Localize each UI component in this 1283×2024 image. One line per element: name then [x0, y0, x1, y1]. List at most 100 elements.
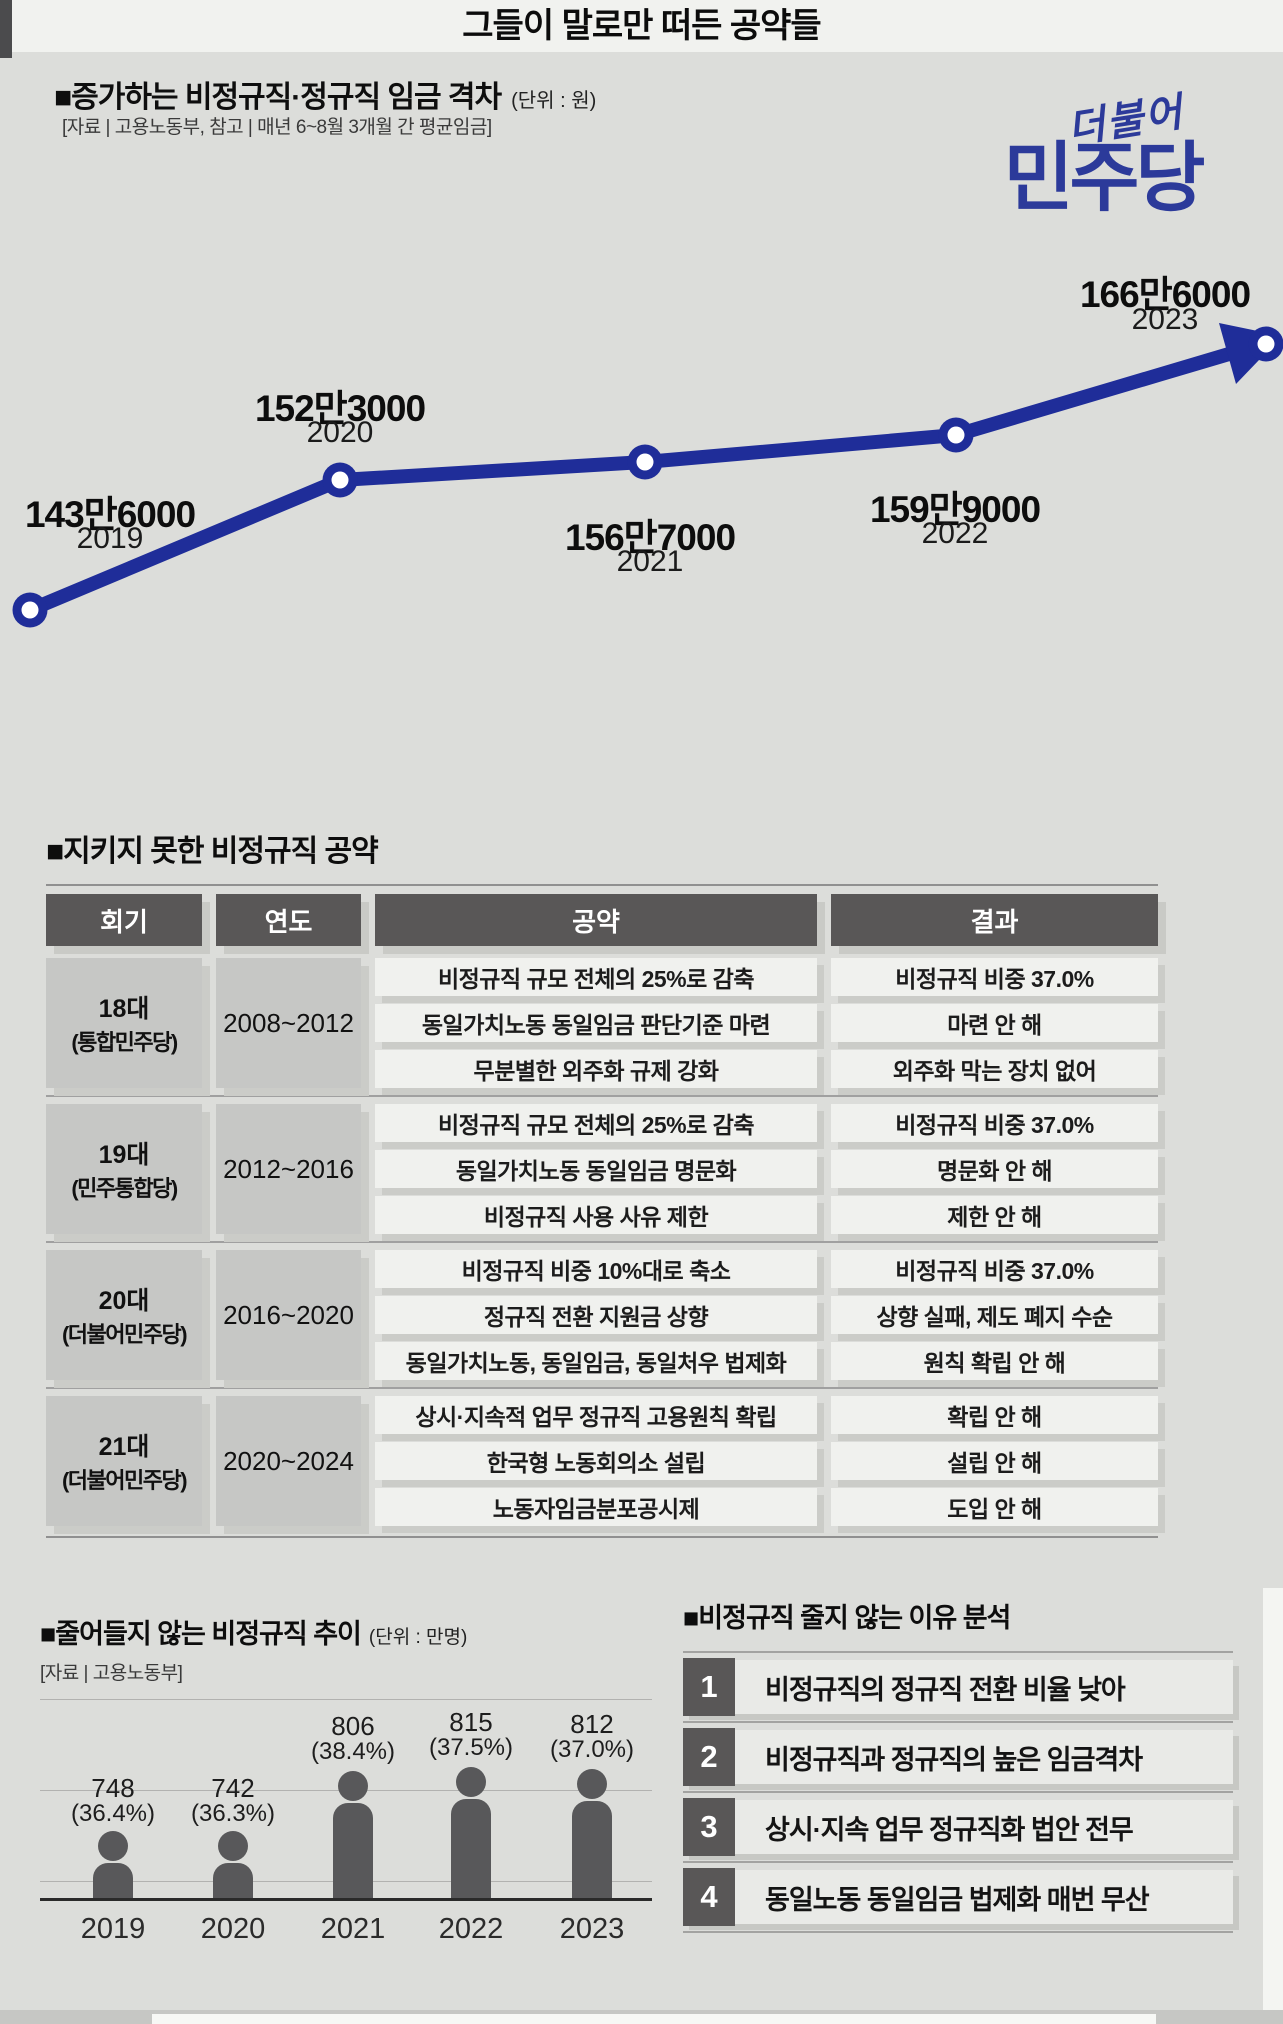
result-cell: 비정규직 비중 37.0%: [831, 1250, 1158, 1288]
reason-text: 동일노동 동일임금 법제화 매번 무산: [765, 1884, 1150, 1915]
result-cell: 제한 안 해: [831, 1196, 1158, 1234]
party-logo-main: 민주당: [1003, 136, 1206, 221]
person-body-icon: [572, 1801, 612, 1898]
reason-number-badge: 1: [683, 1658, 735, 1716]
party-label: (통합민주당): [71, 1030, 178, 1055]
reasons-list: 1 비정규직의 정규직 전환 비율 낮아 2 비정규직과 정규직의 높은 임금격차 3 상…: [683, 1651, 1233, 1931]
bar-percent-label: (37.0%): [549, 1736, 635, 1763]
years-cell: 2016~2020: [216, 1250, 361, 1380]
reason-number-badge: 4: [683, 1868, 735, 1926]
header-assembly: 회기: [46, 894, 202, 946]
result-cell: 원칙 확립 안 해: [831, 1342, 1158, 1380]
trend-chart-section: ■줄어들지 않는 비정규직 추이 (단위 : 만명) [자료 | 고용노동부] …: [40, 1612, 652, 1969]
bar-percent-label: (37.5%): [428, 1734, 514, 1761]
person-body-icon: [213, 1863, 253, 1898]
top-title-band: 그들이 말로만 떠든 공약들: [0, 0, 1283, 52]
page-title: 그들이 말로만 떠든 공약들: [462, 7, 821, 45]
assembly-cell: 21대 (더불어민주당): [46, 1396, 202, 1526]
table-group: 19대 (민주통합당) 2012~2016 비정규직 규모 전체의 25%로 감축 동일…: [46, 1104, 1158, 1234]
wage-chart-unit: (단위 : 원): [511, 90, 597, 112]
group-separator: [46, 1387, 1158, 1389]
promise-cell: 한국형 노동회의소 설립: [375, 1442, 817, 1480]
data-point-center: [331, 471, 349, 489]
point-value-label: 152만3000: [254, 388, 426, 429]
point-value-label: 156만7000: [564, 517, 736, 558]
promise-cell: 동일가치노동 동일임금 명문화: [375, 1150, 817, 1188]
person-head-icon: [98, 1831, 128, 1861]
point-year-label: 2020: [306, 416, 374, 449]
point-value-label: 143만6000: [24, 494, 196, 535]
party-label: (민주통합당): [71, 1176, 178, 1201]
result-cell: 명문화 안 해: [831, 1150, 1158, 1188]
reason-text: 비정규직의 정규직 전환 비율 낮아: [765, 1674, 1126, 1705]
reason-row: 3 상시·지속 업무 정규직화 법안 전무: [683, 1791, 1233, 1861]
assembly-label: 18대: [98, 995, 150, 1023]
bar-value-label: 748: [91, 1773, 135, 1803]
right-margin-strip: [1263, 1588, 1283, 2024]
promise-cell: 비정규직 사용 사유 제한: [375, 1196, 817, 1234]
result-cell: 비정규직 비중 37.0%: [831, 1104, 1158, 1142]
bar-value-label: 812: [570, 1709, 614, 1739]
data-point-center: [947, 426, 965, 444]
promise-cell: 동일가치노동, 동일임금, 동일처우 법제화: [375, 1342, 817, 1380]
person-head-icon: [338, 1771, 368, 1801]
promise-cell: 정규직 전환 지원금 상향: [375, 1296, 817, 1334]
years-cell: 2008~2012: [216, 958, 361, 1088]
reason-row: 2 비정규직과 정규직의 높은 임금격차: [683, 1721, 1233, 1791]
result-cell: 도입 안 해: [831, 1488, 1158, 1526]
bar-year-label: 2023: [559, 1913, 625, 1945]
reason-number-badge: 3: [683, 1798, 735, 1856]
promise-cell: 비정규직 규모 전체의 25%로 감축: [375, 958, 817, 996]
table-top-rule: [46, 884, 1158, 886]
promise-table-header: 회기 연도 공약 결과: [46, 894, 1158, 946]
result-cell: 마련 안 해: [831, 1004, 1158, 1042]
trend-pictogram-chart: 748 (36.4%) 2019 742 (36.3%) 2020 806 (38.4%) 20…: [40, 1689, 652, 1969]
point-year-label: 2021: [616, 545, 684, 578]
result-stack: 비정규직 비중 37.0% 마련 안 해 외주화 막는 장치 없어: [831, 958, 1158, 1088]
wage-chart-source: [자료 | 고용노동부, 참고 | 매년 6~8월 3개월 간 평균임금]: [62, 117, 492, 138]
party-label: (더불어민주당): [61, 1468, 188, 1493]
person-body-icon: [93, 1863, 133, 1898]
grid-line: [40, 1699, 652, 1700]
reason-bar: [683, 1870, 1233, 1924]
bar-year-label: 2022: [438, 1913, 504, 1945]
party-label: (더불어민주당): [61, 1322, 188, 1347]
promise-table-body: 18대 (통합민주당) 2008~2012 비정규직 규모 전체의 25%로 감축 동일…: [46, 958, 1158, 1526]
wage-chart-title: ■증가하는 비정규직·정규직 임금 격차: [54, 81, 502, 114]
reason-bar: [683, 1730, 1233, 1784]
result-cell: 비정규직 비중 37.0%: [831, 958, 1158, 996]
reason-bar: [683, 1660, 1233, 1714]
promise-cell: 무분별한 외주화 규제 강화: [375, 1050, 817, 1088]
person-body-icon: [451, 1799, 491, 1898]
result-cell: 상향 실패, 제도 폐지 수순: [831, 1296, 1158, 1334]
person-head-icon: [218, 1831, 248, 1861]
assembly-label: 19대: [98, 1141, 150, 1169]
assembly-label: 21대: [98, 1433, 150, 1461]
promise-cell: 비정규직 규모 전체의 25%로 감축: [375, 1104, 817, 1142]
wage-section-header: ■증가하는 비정규직·정규직 임금 격차 (단위 : 원): [54, 72, 596, 116]
promise-table-section: ■지키지 못한 비정규직 공약 회기 연도 공약 결과 18대 (통합민주당) 20…: [46, 826, 1158, 1538]
reasons-bottom-rule: [683, 1931, 1233, 1933]
data-point-center: [636, 453, 654, 471]
promise-cell: 동일가치노동 동일임금 판단기준 마련: [375, 1004, 817, 1042]
point-year-label: 2023: [1131, 303, 1199, 336]
table-group: 20대 (더불어민주당) 2016~2020 비정규직 비중 10%대로 축소 정규직 …: [46, 1250, 1158, 1380]
bar-value-label: 742: [211, 1773, 255, 1803]
trend-chart-title: ■줄어들지 않는 비정규직 추이: [40, 1619, 362, 1649]
assembly-cell: 20대 (더불어민주당): [46, 1250, 202, 1380]
header-promise: 공약: [375, 894, 817, 946]
promise-table-title: ■지키지 못한 비정규직 공약: [46, 835, 379, 868]
person-head-icon: [577, 1769, 607, 1799]
bar-value-label: 815: [449, 1707, 493, 1737]
reason-number-badge: 2: [683, 1728, 735, 1786]
data-point-center: [1257, 335, 1275, 353]
result-cell: 확립 안 해: [831, 1396, 1158, 1434]
result-cell: 설립 안 해: [831, 1442, 1158, 1480]
bar-percent-label: (36.4%): [70, 1800, 156, 1827]
trend-chart-header: ■줄어들지 않는 비정규직 추이 (단위 : 만명): [40, 1612, 652, 1651]
